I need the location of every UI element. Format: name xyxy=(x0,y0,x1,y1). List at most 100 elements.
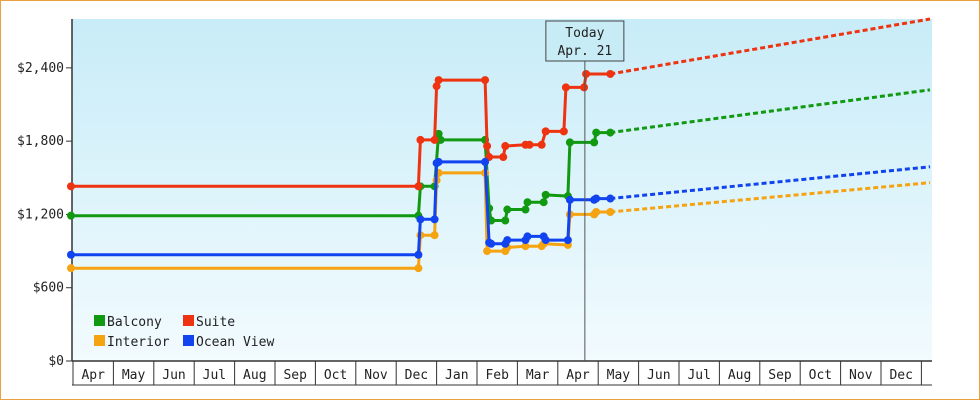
y-tick-label: $1,800 xyxy=(17,134,64,149)
data-point-suite xyxy=(580,83,589,92)
data-point-suite xyxy=(483,142,492,151)
data-point-balcony xyxy=(565,138,574,147)
x-tick-label: Aug xyxy=(728,368,751,383)
x-tick-label: Jun xyxy=(647,368,670,383)
data-point-balcony xyxy=(539,198,548,207)
data-point-balcony xyxy=(606,128,615,137)
data-point-suite xyxy=(499,153,508,162)
x-tick-label: Dec xyxy=(889,368,912,383)
data-point-suite xyxy=(416,135,425,144)
data-point-balcony xyxy=(66,211,75,220)
y-tick-label: $2,400 xyxy=(17,61,64,76)
legend-swatch-interior xyxy=(94,335,105,346)
today-marker: Today Apr. 21 xyxy=(545,20,625,361)
projection-ocean-view xyxy=(610,165,931,201)
data-point-suite xyxy=(432,82,441,91)
data-point-suite xyxy=(430,135,439,144)
x-tick-label: Mar xyxy=(526,368,550,383)
legend-label-ocean-view: Ocean View xyxy=(196,335,274,350)
y-tick-label: $0 xyxy=(48,354,64,369)
projection-balcony xyxy=(610,88,931,135)
x-tick-label: Sep xyxy=(283,368,307,383)
today-date: Apr. 21 xyxy=(557,44,612,59)
data-point-ocean-view xyxy=(523,232,532,241)
x-tick-label: Apr xyxy=(81,368,105,383)
data-point-suite xyxy=(561,83,570,92)
data-point-ocean-view xyxy=(565,195,574,204)
data-point-ocean-view xyxy=(416,215,425,224)
series-line-suite xyxy=(71,72,611,188)
x-axis: Apr May Jun Jul Aug Sep Oct Nov Dec Jan Feb Mar Apr M… xyxy=(72,360,932,386)
x-tick-label: Dec xyxy=(405,368,428,383)
y-tick-label: $1,200 xyxy=(17,207,64,222)
series-lines xyxy=(66,69,615,273)
data-point-suite xyxy=(434,76,443,85)
legend-label-balcony: Balcony xyxy=(107,315,162,330)
data-point-balcony xyxy=(436,135,445,144)
data-point-suite xyxy=(525,140,534,149)
data-point-suite xyxy=(481,76,490,85)
legend-swatch-ocean-view xyxy=(183,335,194,346)
data-point-interior xyxy=(414,264,423,273)
data-point-balcony xyxy=(592,128,601,137)
data-point-suite xyxy=(501,142,510,151)
data-point-interior xyxy=(430,231,439,240)
y-tick-label: $600 xyxy=(33,281,64,296)
data-point-suite xyxy=(414,182,423,191)
data-point-interior xyxy=(521,242,530,251)
x-tick-label: Oct xyxy=(324,368,347,383)
y-axis: $0 $600 $1,200 $1,800 $2,400 xyxy=(17,19,73,369)
x-tick-label: Jul xyxy=(687,368,710,383)
data-point-ocean-view xyxy=(606,194,615,203)
projection-lines xyxy=(610,17,931,214)
legend-swatch-suite xyxy=(183,315,194,326)
data-point-ocean-view xyxy=(487,239,496,248)
data-point-balcony xyxy=(501,216,510,225)
data-point-suite xyxy=(541,127,550,136)
data-point-ocean-view xyxy=(414,250,423,259)
x-tick-label: Aug xyxy=(243,368,266,383)
x-tick-label: Jan xyxy=(445,368,468,383)
data-point-balcony xyxy=(523,198,532,207)
legend-swatch-balcony xyxy=(94,315,105,326)
data-point-ocean-view xyxy=(66,250,75,259)
data-point-ocean-view xyxy=(434,157,443,166)
x-tick-label: May xyxy=(607,368,631,383)
projection-interior xyxy=(610,181,931,214)
data-point-balcony xyxy=(434,129,443,138)
data-point-balcony xyxy=(521,205,530,214)
data-point-suite xyxy=(559,127,568,136)
data-point-suite xyxy=(582,69,591,78)
data-point-suite xyxy=(66,182,75,191)
x-tick-label: May xyxy=(122,368,146,383)
data-point-ocean-view xyxy=(430,215,439,224)
data-point-ocean-view xyxy=(592,194,601,203)
data-point-balcony xyxy=(590,138,599,147)
data-point-interior xyxy=(592,207,601,216)
legend-label-suite: Suite xyxy=(196,315,235,330)
legend: Balcony Suite Interior Ocean View xyxy=(94,315,274,350)
data-point-suite xyxy=(537,140,546,149)
data-point-interior xyxy=(66,264,75,273)
x-tick-label: Oct xyxy=(809,368,832,383)
x-tick-label: Feb xyxy=(485,368,509,383)
x-tick-label: Nov xyxy=(364,368,388,383)
today-label-box xyxy=(545,20,625,62)
x-tick-label: Sep xyxy=(768,368,792,383)
data-point-ocean-view xyxy=(481,157,490,166)
projection-suite xyxy=(610,17,931,76)
x-tick-label: Nov xyxy=(849,368,873,383)
data-point-ocean-view xyxy=(541,236,550,245)
x-tick-label: Jun xyxy=(162,368,185,383)
today-label: Today xyxy=(565,26,604,41)
plot-background xyxy=(72,19,932,361)
x-tick-label: Jul xyxy=(203,368,226,383)
data-point-interior xyxy=(483,247,492,256)
data-point-balcony xyxy=(503,205,512,214)
data-point-ocean-view xyxy=(563,236,572,245)
data-point-interior xyxy=(606,207,615,216)
data-point-suite xyxy=(606,69,615,78)
legend-label-interior: Interior xyxy=(107,335,170,350)
